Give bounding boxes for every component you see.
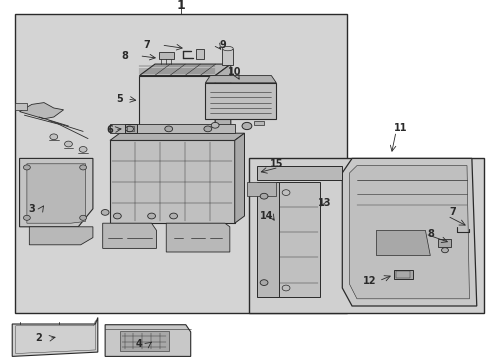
Polygon shape bbox=[256, 182, 278, 297]
Polygon shape bbox=[246, 182, 276, 196]
Circle shape bbox=[64, 141, 72, 147]
Text: 14: 14 bbox=[259, 211, 273, 221]
Polygon shape bbox=[376, 230, 429, 256]
Polygon shape bbox=[102, 223, 156, 248]
Polygon shape bbox=[20, 103, 63, 119]
Bar bbox=[249, 158, 483, 313]
Text: 5: 5 bbox=[116, 94, 123, 104]
Circle shape bbox=[23, 165, 30, 170]
Circle shape bbox=[203, 126, 211, 132]
Circle shape bbox=[211, 122, 219, 128]
Polygon shape bbox=[110, 133, 244, 140]
Polygon shape bbox=[29, 227, 93, 245]
Circle shape bbox=[441, 248, 447, 253]
Text: 7: 7 bbox=[143, 40, 150, 50]
Polygon shape bbox=[205, 76, 276, 83]
Text: 12: 12 bbox=[362, 276, 375, 286]
Polygon shape bbox=[349, 166, 468, 299]
Polygon shape bbox=[166, 223, 229, 252]
Circle shape bbox=[23, 215, 30, 220]
Bar bbox=[110, 124, 234, 133]
Bar bbox=[110, 140, 234, 223]
Circle shape bbox=[260, 193, 267, 199]
Polygon shape bbox=[27, 164, 85, 223]
Text: 13: 13 bbox=[318, 198, 331, 208]
Bar bbox=[437, 239, 450, 247]
Polygon shape bbox=[139, 76, 215, 139]
Ellipse shape bbox=[222, 46, 233, 51]
Polygon shape bbox=[20, 158, 93, 227]
Text: 1: 1 bbox=[176, 0, 185, 12]
Circle shape bbox=[147, 213, 155, 219]
Text: 7: 7 bbox=[448, 207, 455, 217]
Bar bbox=[256, 166, 342, 180]
Bar bbox=[276, 182, 320, 297]
Bar bbox=[15, 103, 27, 110]
Bar bbox=[124, 124, 137, 133]
Circle shape bbox=[169, 213, 177, 219]
Text: 6: 6 bbox=[106, 125, 113, 135]
Text: 8: 8 bbox=[121, 51, 128, 61]
Bar bbox=[120, 331, 168, 351]
Text: 8: 8 bbox=[426, 229, 433, 239]
Text: 3: 3 bbox=[28, 204, 35, 214]
Bar bbox=[254, 121, 264, 125]
Circle shape bbox=[242, 122, 251, 130]
Polygon shape bbox=[139, 64, 230, 76]
Polygon shape bbox=[12, 318, 98, 356]
Text: 9: 9 bbox=[219, 40, 225, 50]
Bar bbox=[205, 83, 276, 119]
Text: 4: 4 bbox=[136, 339, 142, 349]
Polygon shape bbox=[215, 64, 230, 139]
Bar bbox=[159, 52, 173, 59]
Circle shape bbox=[164, 126, 172, 132]
Circle shape bbox=[80, 215, 86, 220]
Polygon shape bbox=[105, 325, 190, 356]
Text: 10: 10 bbox=[227, 67, 241, 77]
Circle shape bbox=[80, 165, 86, 170]
Polygon shape bbox=[234, 133, 244, 223]
Text: 2: 2 bbox=[36, 333, 42, 343]
Circle shape bbox=[50, 134, 58, 140]
Bar bbox=[195, 49, 204, 59]
Bar bbox=[395, 271, 409, 278]
Bar bbox=[393, 270, 412, 279]
Circle shape bbox=[260, 280, 267, 285]
Circle shape bbox=[101, 210, 109, 215]
Polygon shape bbox=[342, 158, 476, 306]
Bar bbox=[222, 49, 233, 65]
Bar bbox=[15, 14, 346, 313]
Circle shape bbox=[113, 213, 121, 219]
Text: 11: 11 bbox=[393, 123, 407, 133]
Circle shape bbox=[125, 126, 133, 132]
Circle shape bbox=[79, 147, 87, 152]
Text: 15: 15 bbox=[269, 159, 283, 169]
Bar bbox=[127, 126, 134, 131]
